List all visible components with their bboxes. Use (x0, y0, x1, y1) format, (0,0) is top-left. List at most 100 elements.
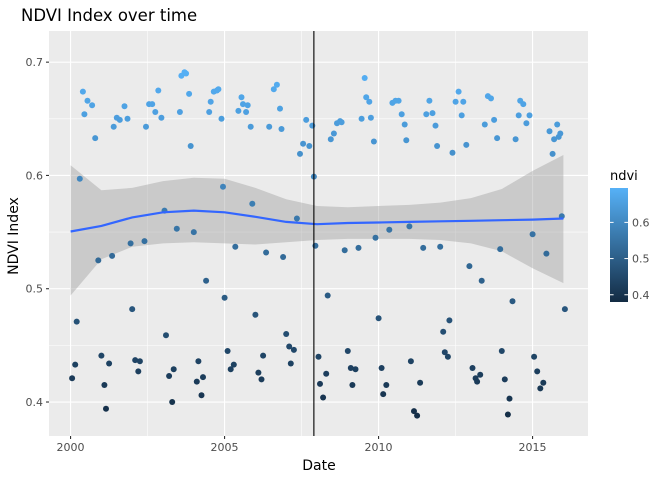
data-point (341, 247, 348, 254)
data-point (324, 292, 331, 299)
data-point (255, 369, 262, 376)
data-point (235, 107, 242, 114)
data-point (135, 368, 142, 375)
legend-colorbar (610, 188, 628, 302)
data-point (561, 306, 568, 313)
data-point (378, 365, 385, 371)
data-point (460, 98, 467, 105)
data-point (386, 226, 393, 233)
data-point (344, 348, 351, 354)
data-point (455, 88, 462, 95)
data-point (546, 128, 553, 135)
data-point (206, 109, 213, 115)
x-tick-label: 2005 (211, 441, 239, 454)
data-point (169, 399, 176, 405)
data-point (401, 121, 408, 128)
data-point (263, 249, 270, 256)
data-point (537, 385, 544, 392)
data-point (515, 112, 522, 119)
data-point (540, 379, 547, 386)
data-point (509, 298, 516, 305)
data-point (103, 405, 109, 412)
legend-tick-label: 0.6 (632, 216, 650, 229)
data-point (347, 365, 354, 371)
data-point (141, 238, 148, 245)
data-point (109, 252, 116, 259)
data-point (312, 242, 319, 249)
legend-tick-label: 0.4 (632, 289, 650, 302)
data-point (383, 382, 390, 388)
x-tick-label: 2015 (519, 441, 547, 454)
data-point (366, 98, 373, 105)
data-point (170, 366, 177, 373)
data-point (315, 353, 322, 360)
data-point (173, 225, 180, 232)
data-point (363, 94, 370, 101)
data-point (101, 382, 108, 388)
data-point (497, 246, 504, 253)
data-point (287, 360, 294, 367)
data-point (149, 101, 156, 108)
data-point (323, 370, 330, 377)
y-tick-label: 0.5 (26, 283, 44, 296)
data-point (352, 366, 359, 373)
y-tick-label: 0.7 (26, 56, 44, 69)
data-point (258, 376, 265, 383)
data-point (200, 374, 206, 381)
data-point (449, 149, 456, 156)
data-point (458, 112, 465, 119)
data-point (488, 95, 494, 102)
data-point (124, 115, 131, 122)
data-point (398, 111, 405, 118)
data-point (227, 366, 234, 373)
data-point (232, 243, 239, 250)
data-point (186, 90, 193, 97)
data-point (320, 394, 327, 401)
data-points (69, 69, 568, 419)
data-point (176, 109, 183, 115)
data-point (411, 408, 417, 415)
data-point (463, 141, 470, 148)
data-point (183, 70, 190, 77)
data-point (278, 126, 285, 132)
data-point (380, 391, 387, 398)
data-point (414, 412, 421, 419)
data-point (504, 411, 511, 418)
data-point (187, 143, 194, 149)
data-point (266, 123, 273, 130)
data-point (297, 150, 303, 157)
data-point (240, 101, 246, 108)
data-point (481, 121, 488, 128)
trend-line (70, 209, 564, 233)
data-point (136, 358, 143, 365)
data-point (355, 244, 362, 251)
data-point (220, 183, 226, 190)
data-point (84, 97, 91, 104)
data-point (238, 94, 245, 101)
data-point (247, 123, 254, 130)
data-point (283, 331, 290, 337)
data-point (372, 234, 379, 241)
data-point (395, 97, 402, 104)
data-point (116, 116, 123, 123)
data-point (76, 175, 83, 182)
data-point (491, 116, 498, 123)
data-point (81, 111, 88, 118)
data-point (330, 130, 337, 137)
data-point (163, 332, 169, 339)
data-point (132, 357, 139, 364)
data-point (244, 102, 251, 109)
data-point (498, 348, 505, 354)
data-point (252, 311, 259, 318)
data-point (166, 373, 173, 379)
data-point (121, 103, 128, 110)
x-axis-title: Date (302, 458, 335, 474)
data-point (554, 121, 561, 128)
data-point (529, 231, 536, 238)
data-point (441, 349, 448, 356)
data-point (190, 229, 197, 236)
data-point (92, 135, 99, 142)
data-point (446, 317, 453, 324)
data-point (370, 138, 377, 145)
data-point (69, 375, 76, 382)
